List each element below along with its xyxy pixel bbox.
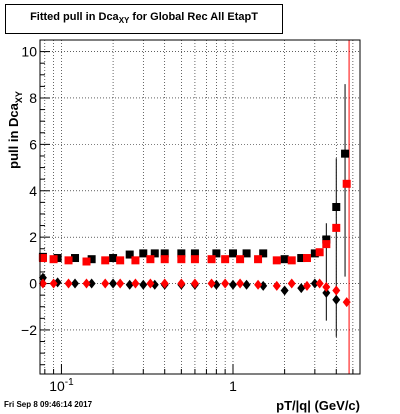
data-point-square bbox=[228, 249, 237, 258]
data-point-square bbox=[190, 249, 199, 258]
data-point-diamond bbox=[207, 278, 216, 289]
data-point-square bbox=[101, 256, 110, 265]
data-point-square bbox=[131, 256, 140, 265]
data-point-square bbox=[177, 255, 186, 264]
data-point-diamond bbox=[38, 272, 47, 283]
data-point-diamond bbox=[332, 294, 341, 305]
data-point-diamond bbox=[49, 278, 58, 289]
data-point-diamond bbox=[101, 278, 110, 289]
chart-title-box: Fitted pull in DcaXY for Global Rec All … bbox=[5, 4, 283, 34]
data-point-square bbox=[322, 235, 331, 244]
data-point-diamond bbox=[254, 279, 263, 290]
data-point-diamond bbox=[272, 280, 281, 291]
data-point-square bbox=[139, 249, 148, 258]
data-point-diamond bbox=[71, 278, 80, 289]
chart-title-subscript: XY bbox=[118, 16, 130, 25]
data-point-square bbox=[87, 255, 96, 264]
plot-frame bbox=[39, 39, 361, 375]
data-point-square bbox=[221, 255, 230, 264]
data-point-square bbox=[341, 149, 350, 158]
data-point-diamond bbox=[139, 279, 148, 290]
timestamp-footer: Fri Sep 8 09:46:14 2017 bbox=[4, 400, 93, 409]
data-point-diamond bbox=[280, 285, 289, 296]
y-axis-label: pull in DcaXY bbox=[6, 91, 24, 169]
data-point-diamond bbox=[82, 278, 91, 289]
data-point-diamond bbox=[342, 297, 351, 308]
data-point-square bbox=[272, 256, 281, 265]
data-point-diamond bbox=[116, 278, 125, 289]
data-point-square bbox=[160, 255, 169, 264]
data-point-diamond bbox=[146, 278, 155, 289]
x-axis-label: pT/|q| (GeV/c) bbox=[276, 398, 360, 413]
data-point-square bbox=[259, 249, 268, 258]
x-tick-label: 10-1 bbox=[49, 377, 74, 394]
data-point-square bbox=[146, 255, 155, 264]
data-point-diamond bbox=[287, 278, 296, 289]
data-point-square bbox=[177, 249, 186, 258]
plot-background bbox=[40, 40, 360, 374]
data-point-diamond bbox=[221, 278, 230, 289]
data-point-square bbox=[242, 249, 251, 258]
data-point-square bbox=[254, 255, 263, 264]
x-tick-label: 1 bbox=[229, 378, 237, 394]
data-point-diamond bbox=[38, 278, 47, 289]
data-point-square bbox=[302, 254, 311, 263]
y-tick-label: 2 bbox=[29, 229, 37, 245]
y-axis-label-subscript: XY bbox=[14, 91, 24, 103]
data-point-square bbox=[190, 255, 199, 264]
data-point-diamond bbox=[332, 285, 341, 296]
y-tick-label: −2 bbox=[21, 322, 37, 338]
data-point-square bbox=[109, 254, 118, 263]
data-point-diamond bbox=[177, 278, 186, 289]
data-point-diamond bbox=[109, 278, 118, 289]
y-tick-label: 0 bbox=[29, 276, 37, 292]
data-point-square bbox=[280, 255, 289, 264]
chart-title: Fitted pull in DcaXY for Global Rec All … bbox=[30, 11, 258, 25]
data-point-square bbox=[150, 249, 159, 258]
data-point-square bbox=[212, 249, 221, 258]
data-point-square bbox=[64, 256, 73, 265]
data-point-square bbox=[322, 240, 331, 249]
y-tick-label: 4 bbox=[29, 183, 37, 199]
data-point-square bbox=[342, 179, 351, 188]
data-point-square bbox=[82, 257, 91, 266]
data-point-square bbox=[160, 249, 169, 258]
data-point-diamond bbox=[242, 279, 251, 290]
data-point-square bbox=[310, 249, 319, 258]
data-point-square bbox=[125, 250, 134, 259]
data-point-square bbox=[38, 254, 47, 263]
data-point-diamond bbox=[87, 278, 96, 289]
y-tick-label: 8 bbox=[29, 90, 37, 106]
data-point-diamond bbox=[315, 278, 324, 289]
data-point-square bbox=[297, 254, 306, 263]
data-point-square bbox=[49, 255, 58, 264]
data-point-square bbox=[116, 256, 125, 265]
data-point-square bbox=[332, 203, 341, 211]
data-point-square bbox=[207, 255, 216, 264]
data-point-diamond bbox=[190, 278, 199, 289]
data-point-diamond bbox=[302, 280, 311, 291]
data-point-diamond bbox=[236, 278, 245, 289]
data-point-square bbox=[53, 254, 62, 263]
data-point-diamond bbox=[228, 279, 237, 290]
data-point-square bbox=[332, 223, 341, 232]
data-point-square bbox=[287, 256, 296, 265]
data-point-diamond bbox=[310, 278, 319, 289]
y-tick-label: 10 bbox=[21, 44, 37, 60]
data-point-square bbox=[315, 248, 324, 257]
data-point-diamond bbox=[131, 278, 140, 289]
data-point-diamond bbox=[160, 278, 169, 289]
data-point-diamond bbox=[125, 279, 134, 290]
y-tick-label: 6 bbox=[29, 136, 37, 152]
data-point-diamond bbox=[259, 280, 268, 291]
data-point-diamond bbox=[64, 278, 73, 289]
data-point-diamond bbox=[322, 282, 331, 293]
data-point-square bbox=[71, 254, 80, 263]
data-point-diamond bbox=[322, 287, 331, 298]
data-point-square bbox=[236, 255, 245, 264]
